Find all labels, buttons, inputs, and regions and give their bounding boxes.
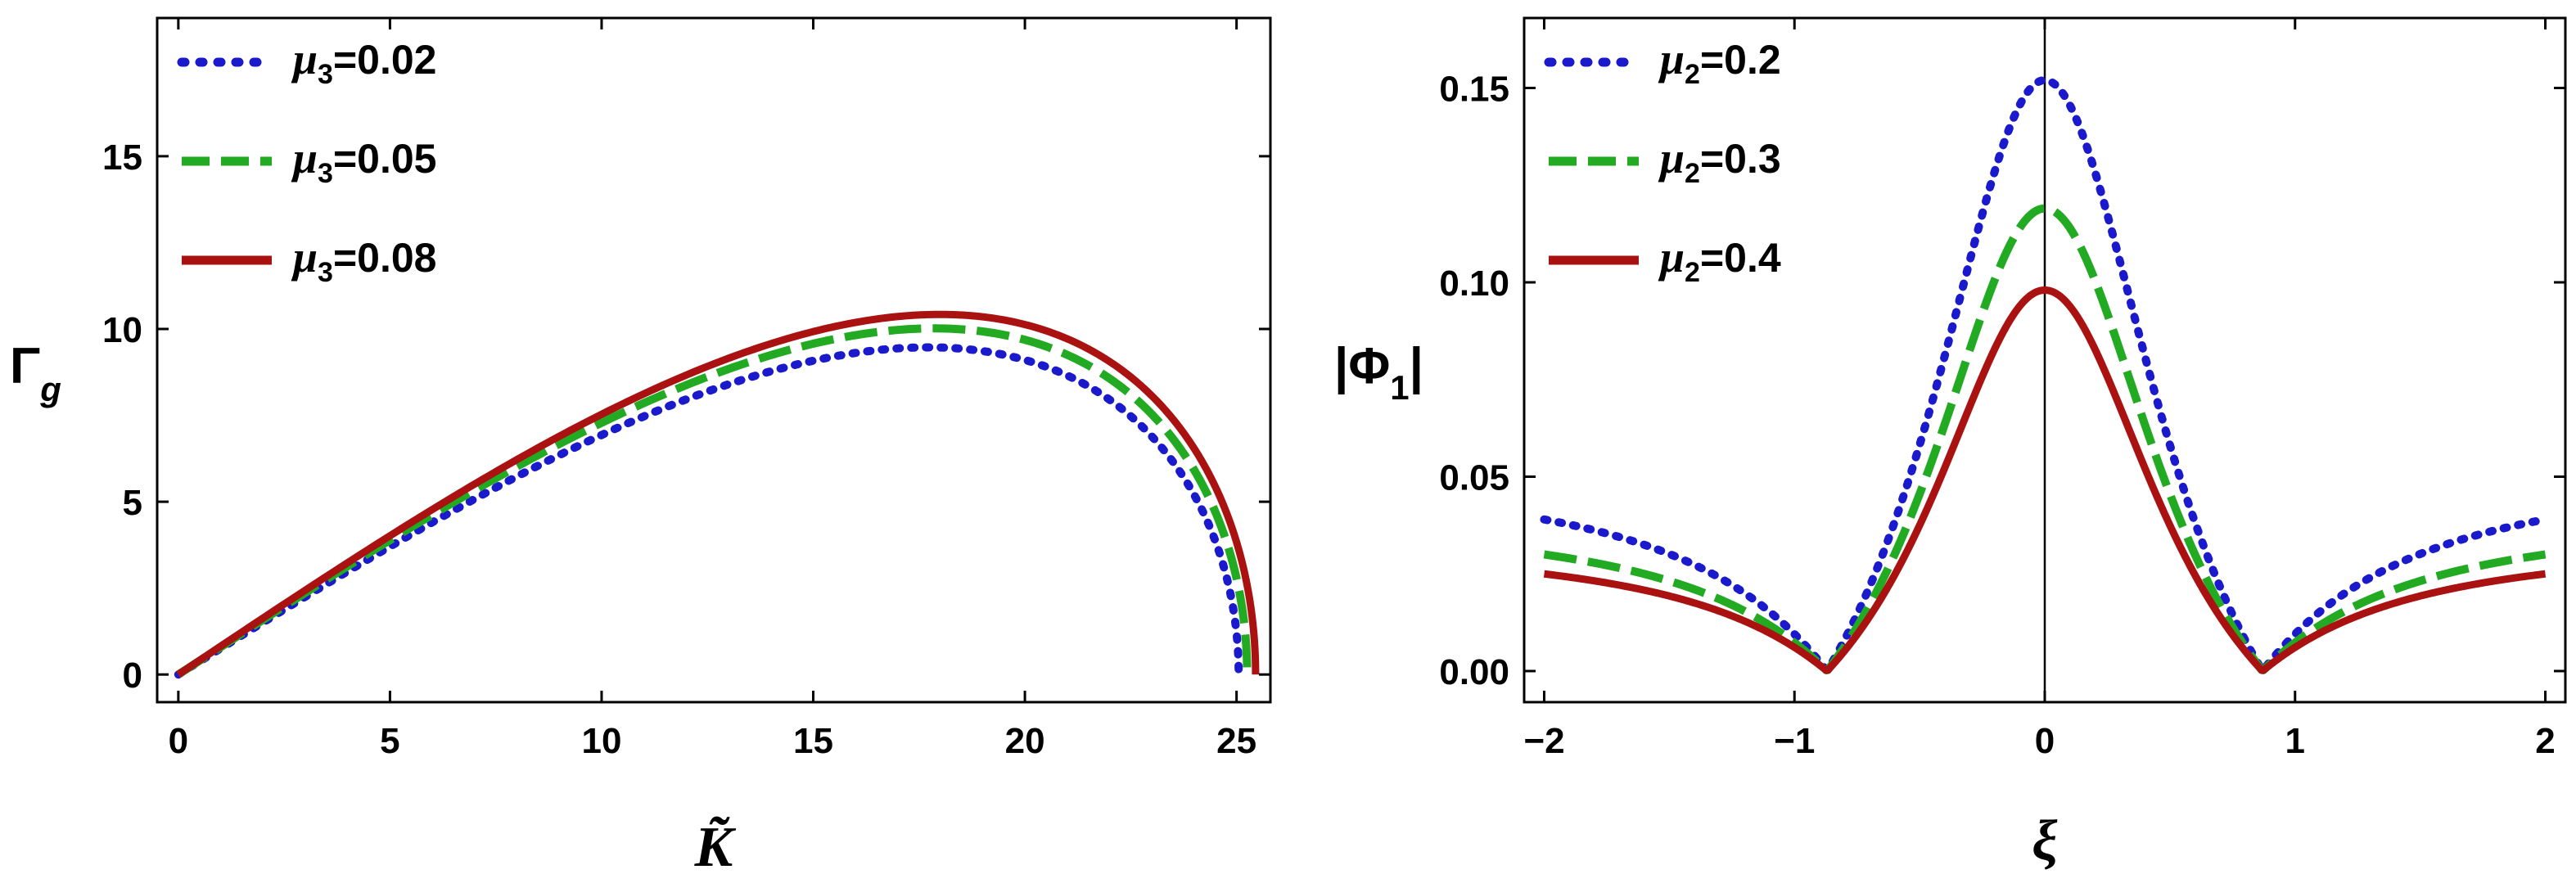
series-line-1	[1541, 204, 2548, 674]
legend-value: =0.08	[333, 235, 437, 281]
x-tick-label: 15	[793, 721, 833, 761]
right-series-group	[1540, 18, 2550, 702]
series-line-0	[1540, 76, 2550, 674]
legend-value: =0.02	[333, 37, 437, 83]
legend-subscript: 2	[1685, 158, 1700, 189]
series-line-1	[176, 324, 1252, 679]
right-x-ticks: −2 −1 0 1 2	[1523, 18, 2556, 761]
right-y-label-sub: 1	[1390, 368, 1409, 407]
right-legend: μ2=0.2μ2=0.3μ2=0.4	[1544, 34, 1781, 288]
y-tick-label: 15	[102, 137, 142, 178]
legend-label-1: μ2=0.3	[1658, 133, 1781, 189]
left-x-axis-label: K̃	[694, 816, 737, 874]
legend-label-0: μ3=0.02	[291, 34, 436, 90]
left-series-group	[174, 310, 1260, 679]
x-tick-label: 1	[2285, 721, 2305, 761]
x-tick-label: 2	[2535, 721, 2555, 761]
legend-label-1: μ3=0.05	[291, 133, 436, 189]
left-y-label-sub: g	[39, 370, 61, 408]
legend-symbol: μ	[291, 34, 318, 83]
legend-subscript: 3	[318, 59, 333, 90]
legend-value: =0.4	[1700, 235, 1781, 281]
right-y-label-end: |	[1410, 338, 1423, 395]
legend-symbol: μ	[291, 232, 318, 282]
x-tick-label: −2	[1523, 721, 1564, 761]
x-tick-label: 25	[1216, 721, 1256, 761]
x-tick-label: 0	[2035, 721, 2055, 761]
series-line-2	[176, 310, 1260, 678]
legend-label-2: μ3=0.08	[291, 232, 436, 288]
y-tick-label: 5	[123, 483, 142, 523]
x-tick-label: −1	[1774, 721, 1815, 761]
x-tick-label: 0	[169, 721, 188, 761]
right-x-axis-label: ξ	[2032, 809, 2058, 872]
legend-symbol: μ	[291, 133, 318, 182]
chart-soliton-profile: −2 −1 0 1 2 0.000.050.100.15 μ2=0.2μ2=0.3μ2=…	[1334, 16, 2567, 872]
x-tick-label: 5	[380, 721, 399, 761]
left-plot-frame	[156, 16, 1272, 704]
y-tick-label: 0.15	[1439, 70, 1509, 110]
series-line-0	[174, 343, 1243, 679]
y-tick-label: 0	[123, 656, 142, 696]
left-y-label-main: Γ	[10, 338, 40, 394]
right-y-axis-label: |Φ1|	[1334, 338, 1423, 407]
legend-symbol: μ	[1658, 232, 1685, 282]
legend-subscript: 2	[1685, 59, 1700, 90]
left-y-ticks: 0 5 10 15	[102, 137, 1270, 696]
legend-symbol: μ	[1658, 133, 1685, 182]
left-y-axis-label: Γg	[10, 338, 61, 408]
right-y-ticks: 0.00 0.05 0.10 0.15	[1439, 70, 2565, 692]
legend-subscript: 2	[1685, 257, 1700, 288]
legend-label-2: μ2=0.4	[1658, 232, 1781, 288]
series-line-2	[1542, 286, 2547, 674]
legend-subscript: 3	[318, 257, 333, 288]
legend-symbol: μ	[1658, 34, 1685, 83]
legend-subscript: 3	[318, 158, 333, 189]
y-tick-label: 10	[102, 310, 142, 350]
y-tick-label: 0.10	[1439, 264, 1509, 304]
legend-value: =0.05	[333, 136, 437, 182]
legend-value: =0.3	[1700, 136, 1781, 182]
left-x-ticks: 0 5 10 15 20 25	[169, 18, 1256, 761]
y-tick-label: 0.00	[1439, 652, 1509, 692]
x-tick-label: 10	[581, 721, 621, 761]
right-y-label-main: |Φ	[1334, 338, 1390, 395]
legend-label-0: μ2=0.2	[1658, 34, 1781, 90]
x-tick-label: 20	[1005, 721, 1045, 761]
legend-value: =0.2	[1700, 37, 1781, 83]
y-tick-label: 0.05	[1439, 458, 1509, 498]
